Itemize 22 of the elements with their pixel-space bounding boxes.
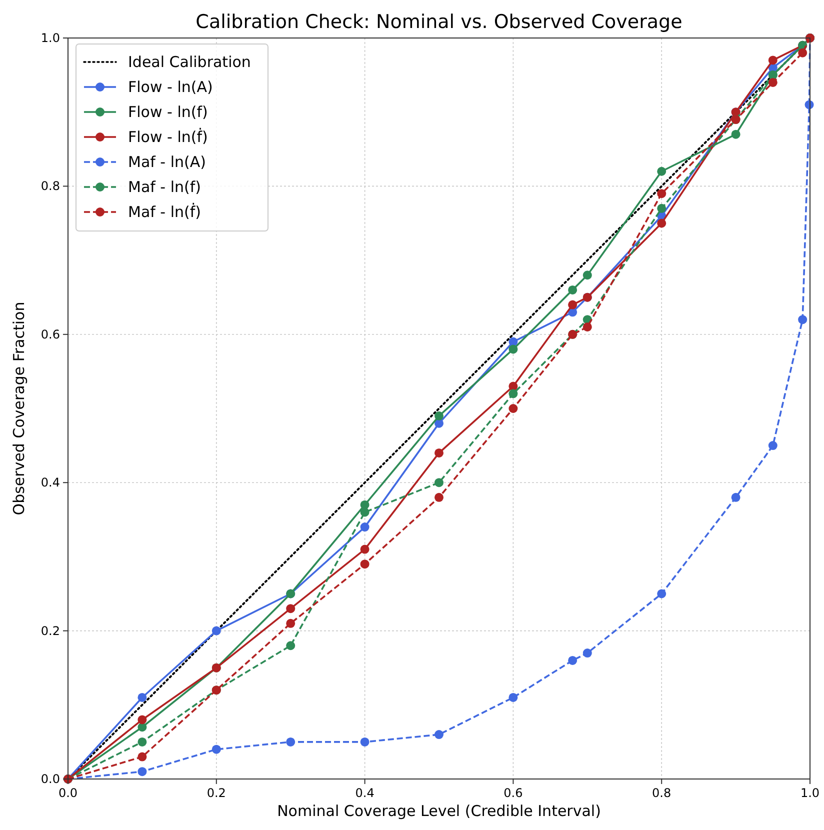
- legend-label: Flow - ln(A): [128, 78, 213, 96]
- y-axis-title: Observed Coverage Fraction: [10, 302, 28, 516]
- y-tick-label: 0.0: [40, 772, 60, 786]
- y-tick-label: 0.2: [40, 624, 60, 638]
- legend-label: Maf - ln(A): [128, 153, 206, 171]
- legend-label: Ideal Calibration: [128, 53, 251, 71]
- x-tick-label: 0.2: [206, 786, 226, 800]
- legend-label: Flow - ln(ḟ): [128, 127, 208, 146]
- x-tick-label: 0.4: [355, 786, 374, 800]
- x-axis-title: Nominal Coverage Level (Credible Interval): [277, 802, 601, 820]
- legend-label: Maf - ln(ḟ): [128, 202, 202, 221]
- x-tick-label: 0.8: [652, 786, 672, 800]
- x-tick-label: 0.0: [58, 786, 78, 800]
- x-tick-label: 1.0: [800, 786, 820, 800]
- chart-title: Calibration Check: Nominal vs. Observed Coverage: [196, 11, 682, 33]
- legend-label: Maf - ln(f): [128, 178, 202, 196]
- x-tick-label: 0.6: [504, 786, 523, 800]
- y-tick-label: 0.8: [40, 179, 60, 194]
- y-tick-label: 0.6: [40, 327, 60, 342]
- y-tick-label: 1.0: [40, 31, 60, 45]
- legend-label: Flow - ln(f): [128, 103, 208, 121]
- y-tick-label: 0.4: [40, 476, 60, 490]
